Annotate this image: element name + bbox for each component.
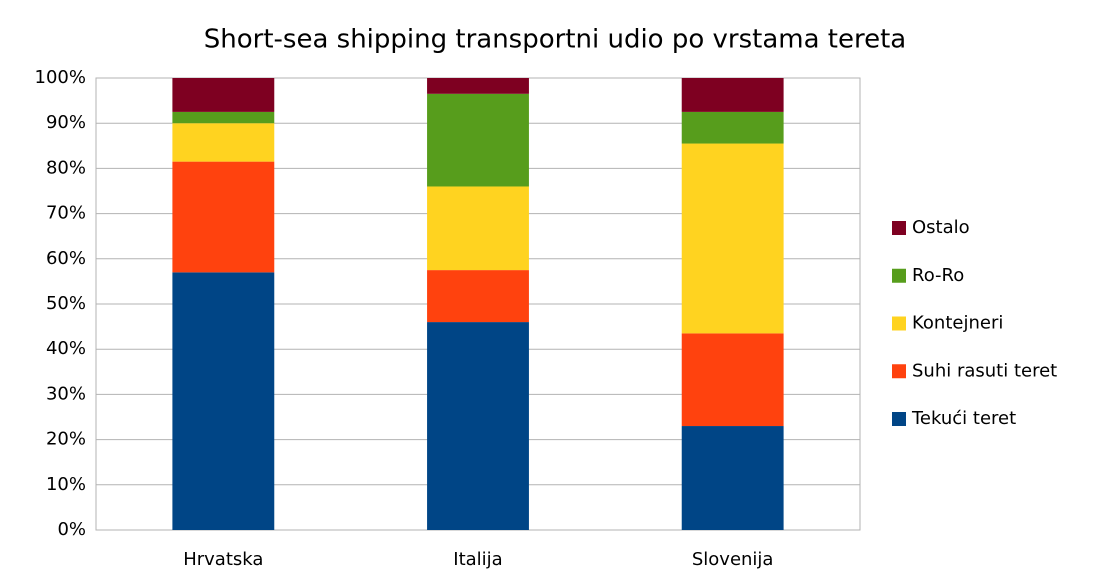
bar-segment xyxy=(427,186,529,271)
bar-segment xyxy=(172,78,275,112)
bar-segment xyxy=(427,270,529,323)
y-tick-label: 100% xyxy=(35,67,86,88)
legend-swatch xyxy=(892,364,906,379)
legend-label: Ostalo xyxy=(912,217,970,238)
y-tick-label: 50% xyxy=(46,293,86,314)
bar-segment xyxy=(427,322,529,530)
bar-segment xyxy=(681,333,784,427)
y-tick-label: 70% xyxy=(46,203,86,224)
y-tick-label: 80% xyxy=(46,157,86,178)
bar-segment xyxy=(681,111,784,144)
legend-label: Suhi rasuti teret xyxy=(912,360,1057,381)
bar-segment xyxy=(427,78,529,94)
legend-label: Ro-Ro xyxy=(912,265,964,286)
y-tick-label: 60% xyxy=(46,248,86,269)
y-tick-label: 40% xyxy=(46,338,86,359)
x-tick-label: Italija xyxy=(453,549,502,570)
y-tick-label: 90% xyxy=(46,112,86,133)
x-tick-label: Hrvatska xyxy=(183,549,263,570)
legend-swatch xyxy=(892,268,906,283)
y-tick-label: 0% xyxy=(57,519,86,540)
bar-segment xyxy=(172,123,275,162)
y-tick-label: 10% xyxy=(46,474,86,495)
legend-swatch xyxy=(892,316,906,331)
legend-label: Tekući teret xyxy=(911,408,1016,429)
legend-swatch xyxy=(892,412,906,426)
y-tick-label: 30% xyxy=(46,383,86,404)
bar-segment xyxy=(681,143,784,334)
bar-segment xyxy=(681,78,784,112)
bar-segment xyxy=(172,272,275,530)
chart-title: Short-sea shipping transportni udio po v… xyxy=(204,25,906,55)
y-tick-label: 20% xyxy=(46,429,86,450)
x-tick-label: Slovenija xyxy=(692,549,774,570)
bar-segment xyxy=(681,426,784,530)
bar-segment xyxy=(427,93,529,187)
legend-label: Kontejneri xyxy=(912,313,1003,334)
bar-segment xyxy=(172,111,275,124)
bar-segment xyxy=(172,161,275,273)
legend-swatch xyxy=(892,221,906,235)
